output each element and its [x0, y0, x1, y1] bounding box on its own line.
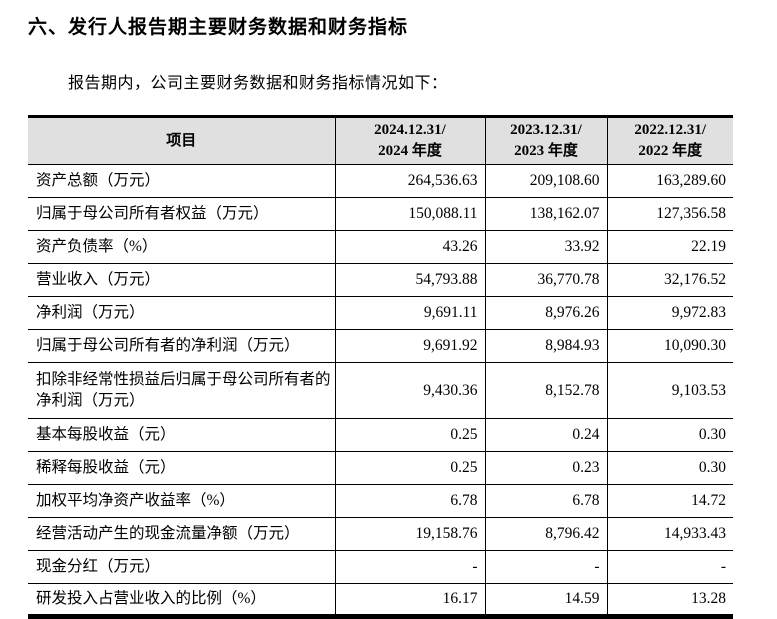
period-date: 2023.12.31/ — [510, 122, 582, 138]
table-row: 净利润（万元） 9,691.11 8,976.26 9,972.83 — [28, 296, 733, 330]
row-value: 0.30 — [606, 418, 733, 452]
row-value: - — [484, 550, 607, 584]
row-value: 14,933.43 — [606, 517, 733, 551]
row-label: 现金分红（万元） — [28, 550, 335, 584]
row-label: 稀释每股收益（元） — [28, 451, 335, 485]
header-row: 项目 2024.12.31/ 2024 年度 2023.12.31/ 2023 … — [28, 116, 733, 165]
table-row: 研发投入占营业收入的比例（%） 16.17 14.59 13.28 — [28, 583, 733, 617]
row-label: 基本每股收益（元） — [28, 418, 335, 452]
table-row: 现金分红（万元） - - - — [28, 550, 733, 584]
table-row: 资产总额（万元） 264,536.63 209,108.60 163,289.60 — [28, 164, 733, 198]
column-header-period-2024: 2024.12.31/ 2024 年度 — [334, 116, 485, 165]
row-value: 16.17 — [334, 583, 485, 617]
intro-paragraph: 报告期内，公司主要财务数据和财务指标情况如下： — [68, 75, 448, 92]
row-value: 14.59 — [484, 583, 607, 617]
row-value: 209,108.60 — [484, 164, 607, 198]
row-label: 研发投入占营业收入的比例（%） — [28, 583, 335, 617]
row-value: 8,152.78 — [484, 362, 607, 419]
period-year: 2024 年度 — [378, 143, 442, 159]
row-label: 资产负债率（%） — [28, 230, 335, 264]
row-label: 归属于母公司所有者的净利润（万元） — [28, 329, 335, 363]
row-value: 19,158.76 — [334, 517, 485, 551]
row-value: 22.19 — [606, 230, 733, 264]
row-value: 127,356.58 — [606, 197, 733, 231]
row-value: 9,691.92 — [334, 329, 485, 363]
table-row: 归属于母公司所有者权益（万元） 150,088.11 138,162.07 127,3… — [28, 197, 733, 231]
row-value: 8,796.42 — [484, 517, 607, 551]
row-value: 8,976.26 — [484, 296, 607, 330]
row-value: - — [606, 550, 733, 584]
column-header-period-2022: 2022.12.31/ 2022 年度 — [606, 116, 733, 165]
row-label: 扣除非经常性损益后归属于母公司所有者的净利润（万元） — [28, 362, 335, 419]
table-row: 加权平均净资产收益率（%） 6.78 6.78 14.72 — [28, 484, 733, 518]
row-label: 营业收入（万元） — [28, 263, 335, 297]
row-label: 经营活动产生的现金流量净额（万元） — [28, 517, 335, 551]
row-label: 净利润（万元） — [28, 296, 335, 330]
row-value: 8,984.93 — [484, 329, 607, 363]
row-value: 36,770.78 — [484, 263, 607, 297]
table-header: 项目 2024.12.31/ 2024 年度 2023.12.31/ 2023 … — [28, 116, 733, 165]
table-row: 扣除非经常性损益后归属于母公司所有者的净利润（万元） 9,430.36 8,152.… — [28, 362, 733, 419]
column-header-period-2023: 2023.12.31/ 2023 年度 — [484, 116, 607, 165]
row-value: 9,430.36 — [334, 362, 485, 419]
table-row: 基本每股收益（元） 0.25 0.24 0.30 — [28, 418, 733, 452]
row-label: 资产总额（万元） — [28, 164, 335, 198]
column-header-item: 项目 — [28, 116, 335, 165]
row-value: 10,090.30 — [606, 329, 733, 363]
period-date: 2022.12.31/ — [634, 122, 707, 138]
financial-data-table: 项目 2024.12.31/ 2024 年度 2023.12.31/ 2023 … — [28, 115, 733, 619]
row-value: 32,176.52 — [606, 263, 733, 297]
row-value: 163,289.60 — [606, 164, 733, 198]
row-value: 0.30 — [606, 451, 733, 485]
table-row: 稀释每股收益（元） 0.25 0.23 0.30 — [28, 451, 733, 485]
financial-table-body: 资产总额（万元） 264,536.63 209,108.60 163,289.60 归属… — [28, 164, 733, 617]
period-year: 2023 年度 — [514, 143, 578, 159]
period-year: 2022 年度 — [638, 143, 703, 159]
row-value: 6.78 — [484, 484, 607, 518]
table-row: 资产负债率（%） 43.26 33.92 22.19 — [28, 230, 733, 264]
row-value: - — [334, 550, 485, 584]
section-title: 六、发行人报告期主要财务数据和财务指标 — [28, 17, 409, 38]
table-row: 营业收入（万元） 54,793.88 36,770.78 32,176.52 — [28, 263, 733, 297]
row-value: 138,162.07 — [484, 197, 607, 231]
row-value: 6.78 — [334, 484, 485, 518]
row-value: 0.23 — [484, 451, 607, 485]
row-value: 9,972.83 — [606, 296, 733, 330]
row-value: 0.24 — [484, 418, 607, 452]
row-value: 33.92 — [484, 230, 607, 264]
row-value: 0.25 — [334, 451, 485, 485]
row-value: 54,793.88 — [334, 263, 485, 297]
row-label: 加权平均净资产收益率（%） — [28, 484, 335, 518]
period-date: 2024.12.31/ — [374, 122, 446, 138]
row-value: 0.25 — [334, 418, 485, 452]
row-value: 13.28 — [606, 583, 733, 617]
row-value: 9,691.11 — [334, 296, 485, 330]
row-value: 150,088.11 — [334, 197, 485, 231]
row-value: 43.26 — [334, 230, 485, 264]
row-label: 归属于母公司所有者权益（万元） — [28, 197, 335, 231]
row-value: 264,536.63 — [334, 164, 485, 198]
row-value: 14.72 — [606, 484, 733, 518]
table-row: 归属于母公司所有者的净利润（万元） 9,691.92 8,984.93 10,090.… — [28, 329, 733, 363]
table-row: 经营活动产生的现金流量净额（万元） 19,158.76 8,796.42 14,933… — [28, 517, 733, 551]
row-value: 9,103.53 — [606, 362, 733, 419]
